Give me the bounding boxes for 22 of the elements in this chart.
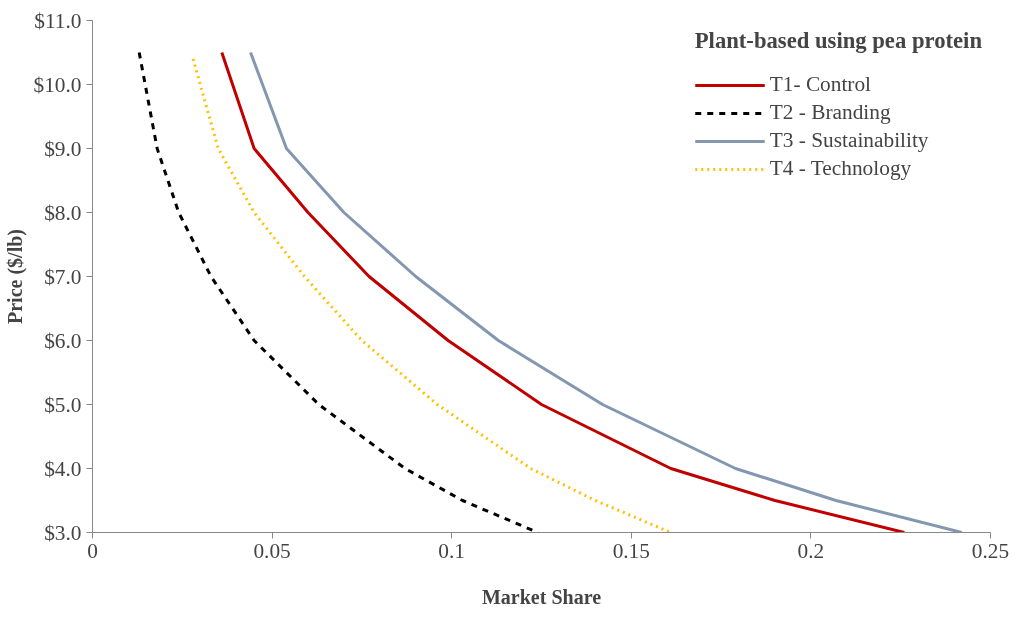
y-tick-label: $5.0 bbox=[44, 392, 82, 417]
x-tick-label: 0.05 bbox=[253, 538, 291, 563]
x-tick-label: 0.25 bbox=[971, 538, 1010, 563]
y-tick-label: $9.0 bbox=[44, 136, 82, 161]
legend-title: Plant-based using pea protein bbox=[694, 28, 982, 54]
y-tick-label: $7.0 bbox=[44, 264, 82, 289]
x-tick-label: 0.1 bbox=[438, 538, 466, 563]
y-tick-label: $3.0 bbox=[44, 520, 82, 545]
x-tick-label: 0.2 bbox=[797, 538, 825, 563]
legend-label: T4 - Technology bbox=[769, 156, 912, 181]
y-tick-label: $10.0 bbox=[33, 72, 82, 97]
x-tick-label: 0.15 bbox=[612, 538, 650, 563]
y-tick-label: $4.0 bbox=[44, 456, 82, 481]
legend-label: T2 - Branding bbox=[769, 100, 891, 125]
y-tick-label: $6.0 bbox=[44, 328, 82, 353]
x-tick-label: 0 bbox=[87, 538, 98, 563]
y-tick-label: $8.0 bbox=[44, 200, 82, 225]
y-axis-title: Price ($/lb) bbox=[3, 229, 27, 324]
y-tick-label: $11.0 bbox=[34, 8, 82, 33]
x-axis-title: Market Share bbox=[481, 585, 602, 608]
legend-label: T1- Control bbox=[769, 72, 872, 97]
legend-label: T3 - Sustainability bbox=[769, 128, 929, 153]
